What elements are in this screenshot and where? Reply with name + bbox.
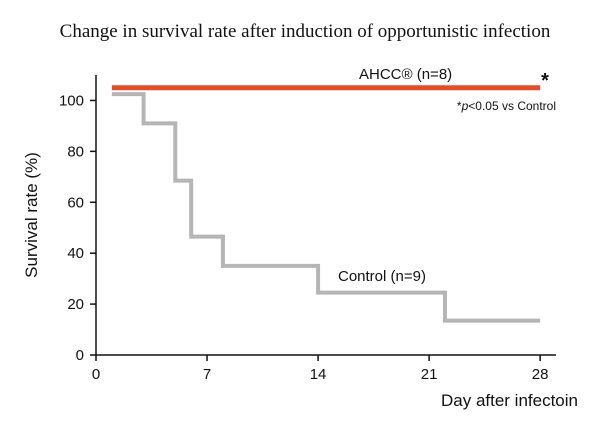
chart-title: Change in survival rate after induction …	[60, 21, 551, 42]
y-tick-label: 0	[76, 347, 84, 364]
significance-star: *	[541, 70, 549, 92]
y-tick-label: 60	[67, 194, 84, 211]
ahcc-series-label: AHCC® (n=8)	[359, 66, 452, 83]
control-series-label: Control (n=9)	[338, 268, 426, 285]
y-tick-label: 80	[67, 143, 84, 160]
y-axis-label: Survival rate (%)	[22, 152, 41, 278]
footnote-p: p	[461, 99, 469, 113]
y-ticks: 0 20 40 60 80 100	[59, 92, 96, 364]
x-ticks: 0 7 14 21 28	[92, 355, 549, 383]
x-tick-label: 14	[310, 366, 327, 383]
footnote-rest: <0.05 vs Control	[468, 99, 556, 113]
x-tick-label: 7	[203, 366, 211, 383]
control-survival-line	[111, 92, 541, 323]
footnote-star: *	[457, 99, 462, 113]
x-tick-label: 0	[92, 366, 100, 383]
x-tick-label: 21	[421, 366, 438, 383]
x-axis-label: Day after infectoin	[441, 391, 578, 410]
series-group	[111, 85, 541, 323]
y-tick-label: 20	[67, 296, 84, 313]
y-tick-label: 40	[67, 245, 84, 262]
p-value-footnote: *p<0.05 vs Control	[457, 99, 556, 113]
axes	[95, 75, 556, 356]
y-tick-label: 100	[59, 92, 84, 109]
x-tick-label: 28	[532, 366, 549, 383]
